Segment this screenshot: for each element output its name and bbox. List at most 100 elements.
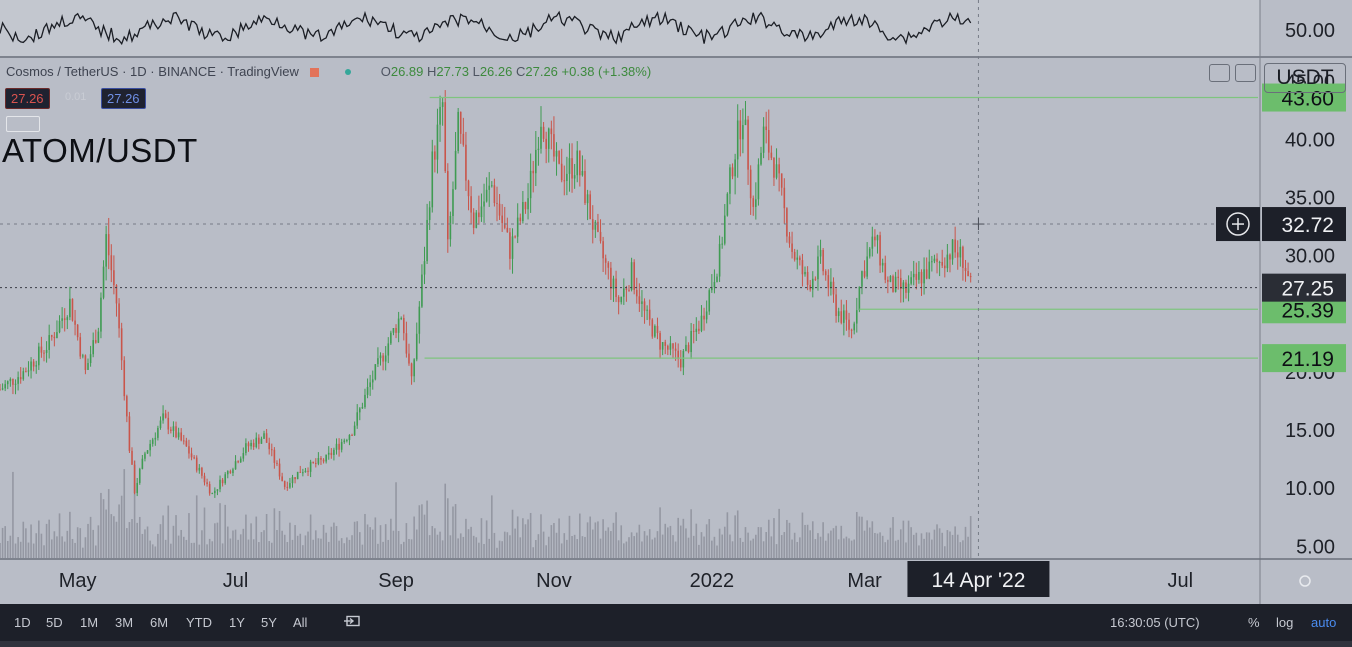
candle-body xyxy=(879,235,881,266)
candle-body xyxy=(695,328,698,332)
volume-bar xyxy=(138,516,141,558)
candle-body xyxy=(954,239,956,253)
clock-time[interactable]: 16:30:05 (UTC) xyxy=(1110,615,1200,630)
volume-bar xyxy=(40,533,43,558)
volume-bar xyxy=(767,519,770,558)
volume-bar xyxy=(312,539,315,558)
candle-body xyxy=(731,167,734,177)
volume-bar xyxy=(747,532,749,558)
volume-bar xyxy=(195,495,198,558)
volume-bar xyxy=(441,540,444,558)
candle-body xyxy=(884,262,887,280)
window-icon[interactable] xyxy=(1235,64,1256,82)
x-tick-label: May xyxy=(59,570,97,592)
volume-bar xyxy=(229,538,232,558)
candle-body xyxy=(736,120,739,160)
candle-body xyxy=(721,243,723,245)
candle-body xyxy=(126,396,128,417)
volume-bar xyxy=(793,532,796,558)
volume-bar xyxy=(692,535,695,558)
ohlc-values: O26.89 H27.73 L26.26 C27.26 +0.38 (+1.38… xyxy=(380,64,652,79)
candle-body xyxy=(369,382,371,388)
volume-bar xyxy=(651,539,654,558)
range-button[interactable]: 5Y xyxy=(261,615,277,630)
range-button[interactable]: 5D xyxy=(46,615,63,630)
volume-bar xyxy=(281,530,283,558)
range-button[interactable]: 3M xyxy=(115,615,134,630)
volume-bar xyxy=(830,530,832,558)
volume-bar xyxy=(379,525,382,558)
collapse-legend-button[interactable] xyxy=(6,116,40,132)
chart-canvas[interactable]: 5.0010.0015.0020.0025.0030.0035.0040.004… xyxy=(0,0,1352,604)
candle-body xyxy=(208,484,211,494)
candle-body xyxy=(193,457,195,459)
candle-body xyxy=(314,462,317,464)
change-value: +0.38 (+1.38%) xyxy=(561,64,652,79)
volume-bar xyxy=(278,511,281,558)
volume-bar xyxy=(749,540,752,558)
candle-body xyxy=(576,150,579,176)
bottom-toolbar: 1D 5D 1M 3M 6M YTD 1Y 5Y All 16:30:05 (U… xyxy=(0,604,1352,641)
volume-bar xyxy=(607,527,610,558)
candle-body xyxy=(625,288,628,290)
candle-body xyxy=(819,249,822,257)
range-button[interactable]: YTD xyxy=(186,615,212,630)
candle-body xyxy=(38,346,40,366)
volume-bar xyxy=(876,533,879,558)
candle-body xyxy=(744,119,747,126)
volume-bar xyxy=(252,539,255,558)
quote-currency-button[interactable]: USDT xyxy=(1264,63,1346,93)
candle-body xyxy=(224,474,226,484)
symbol-info[interactable]: Cosmos / TetherUS · 1D · BINANCE · Tradi… xyxy=(6,64,299,79)
range-button[interactable]: 1Y xyxy=(229,615,245,630)
log-scale-toggle[interactable]: log xyxy=(1276,615,1294,630)
candle-body xyxy=(25,371,27,373)
window-icon[interactable] xyxy=(1209,64,1230,82)
volume-bar xyxy=(868,527,871,558)
volume-bar xyxy=(612,522,615,558)
candle-body xyxy=(899,277,902,290)
volume-bar xyxy=(679,525,682,558)
volume-bar xyxy=(765,532,767,558)
candle-body xyxy=(40,346,43,353)
candle-body xyxy=(734,159,736,177)
volume-bar xyxy=(327,541,330,558)
candle-body xyxy=(931,261,933,263)
volume-bar xyxy=(560,543,563,558)
volume-bar xyxy=(219,503,221,558)
range-button[interactable]: 1M xyxy=(80,615,99,630)
volume-bar xyxy=(806,524,809,558)
candle-body xyxy=(529,170,532,199)
candle-body xyxy=(164,413,167,418)
candle-body xyxy=(902,282,905,290)
percent-scale-toggle[interactable]: % xyxy=(1248,615,1260,630)
candle-body xyxy=(835,294,837,316)
volume-bar xyxy=(107,489,110,558)
candle-body xyxy=(452,189,454,217)
volume-bar xyxy=(216,522,219,558)
volume-bar xyxy=(571,535,573,558)
candle-body xyxy=(757,164,760,200)
candle-body xyxy=(403,318,405,334)
range-button[interactable]: 1D xyxy=(14,615,31,630)
candle-body xyxy=(185,440,188,447)
sell-price-button[interactable]: 27.26 xyxy=(5,88,50,109)
candle-body xyxy=(250,442,252,447)
volume-bar xyxy=(915,532,918,558)
compare-icon[interactable] xyxy=(343,615,361,629)
range-button[interactable]: 6M xyxy=(150,615,169,630)
candle-body xyxy=(682,350,685,368)
range-button[interactable]: All xyxy=(293,615,308,630)
buy-price-button[interactable]: 27.26 xyxy=(101,88,146,109)
volume-bar xyxy=(734,515,736,558)
volume-bar xyxy=(69,511,71,558)
candle-body xyxy=(762,126,765,153)
volume-bar xyxy=(19,541,22,558)
candle-body xyxy=(423,261,426,275)
volume-bar xyxy=(151,544,154,558)
volume-bar xyxy=(426,500,428,558)
volume-bar xyxy=(959,542,962,558)
auto-scale-toggle[interactable]: auto xyxy=(1311,615,1337,630)
candle-body xyxy=(221,479,224,484)
